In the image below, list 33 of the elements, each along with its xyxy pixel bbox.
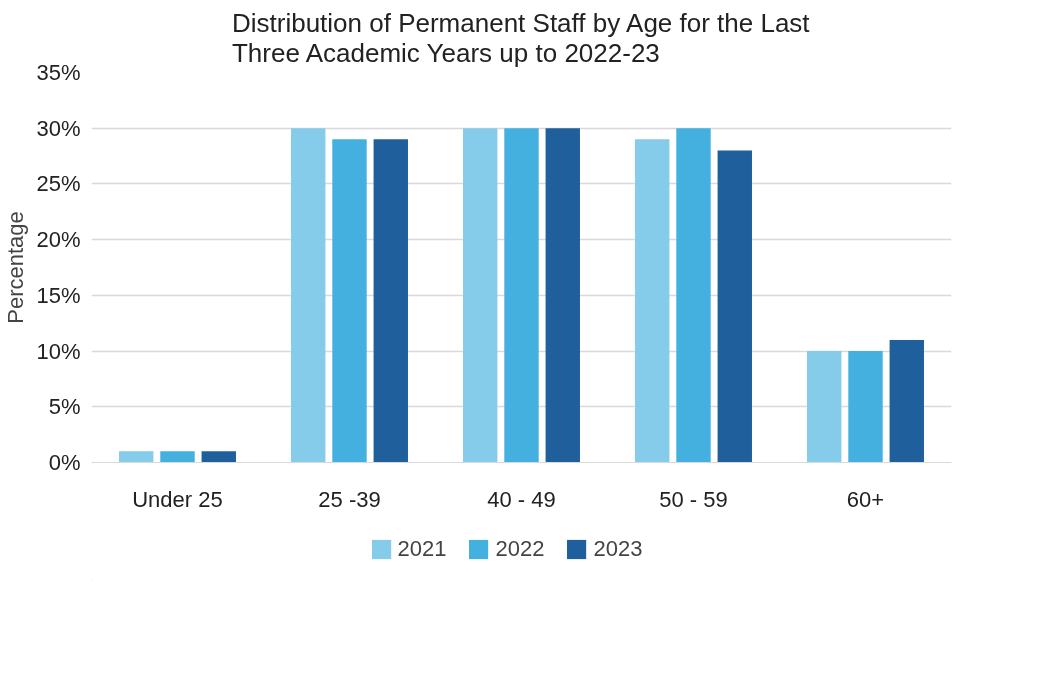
y-tick-label: 35% (36, 60, 81, 85)
legend-label: 2023 (593, 536, 643, 562)
bar (889, 339, 924, 463)
bar (807, 351, 842, 463)
x-tick-label: Under 25 (132, 486, 223, 512)
legend-label: 2022 (495, 536, 545, 562)
x-tick-label: 60+ (846, 486, 885, 512)
bar (848, 351, 883, 463)
x-tick-label: 40 - 49 (487, 486, 556, 512)
bar (635, 139, 670, 463)
bar (463, 128, 498, 463)
bar (160, 451, 195, 463)
bar (373, 139, 408, 463)
bar (119, 451, 154, 463)
x-tick-label: 50 - 59 (659, 486, 728, 512)
bar (676, 128, 711, 463)
bar (291, 128, 326, 463)
legend-label: 2021 (397, 536, 447, 562)
x-tick-label: 25 -39 (318, 486, 381, 512)
y-tick-label: 10% (36, 338, 81, 364)
y-axis-title: Percentage (3, 211, 29, 324)
y-tick-label: 15% (36, 282, 81, 308)
bar (201, 451, 236, 463)
y-tick-label: 25% (36, 171, 81, 197)
chart-title: Distribution of Permanent Staff by Age for the Last Three Academic Years up to 2022-23 (231, 7, 811, 68)
y-tick-label: 20% (36, 227, 81, 253)
bar (332, 139, 367, 463)
bar (504, 128, 539, 463)
y-tick-label: 0% (48, 450, 81, 475)
bar (717, 150, 752, 463)
bar (545, 128, 580, 463)
y-tick-label: 30% (36, 115, 81, 141)
y-tick-label: 5% (48, 394, 81, 420)
